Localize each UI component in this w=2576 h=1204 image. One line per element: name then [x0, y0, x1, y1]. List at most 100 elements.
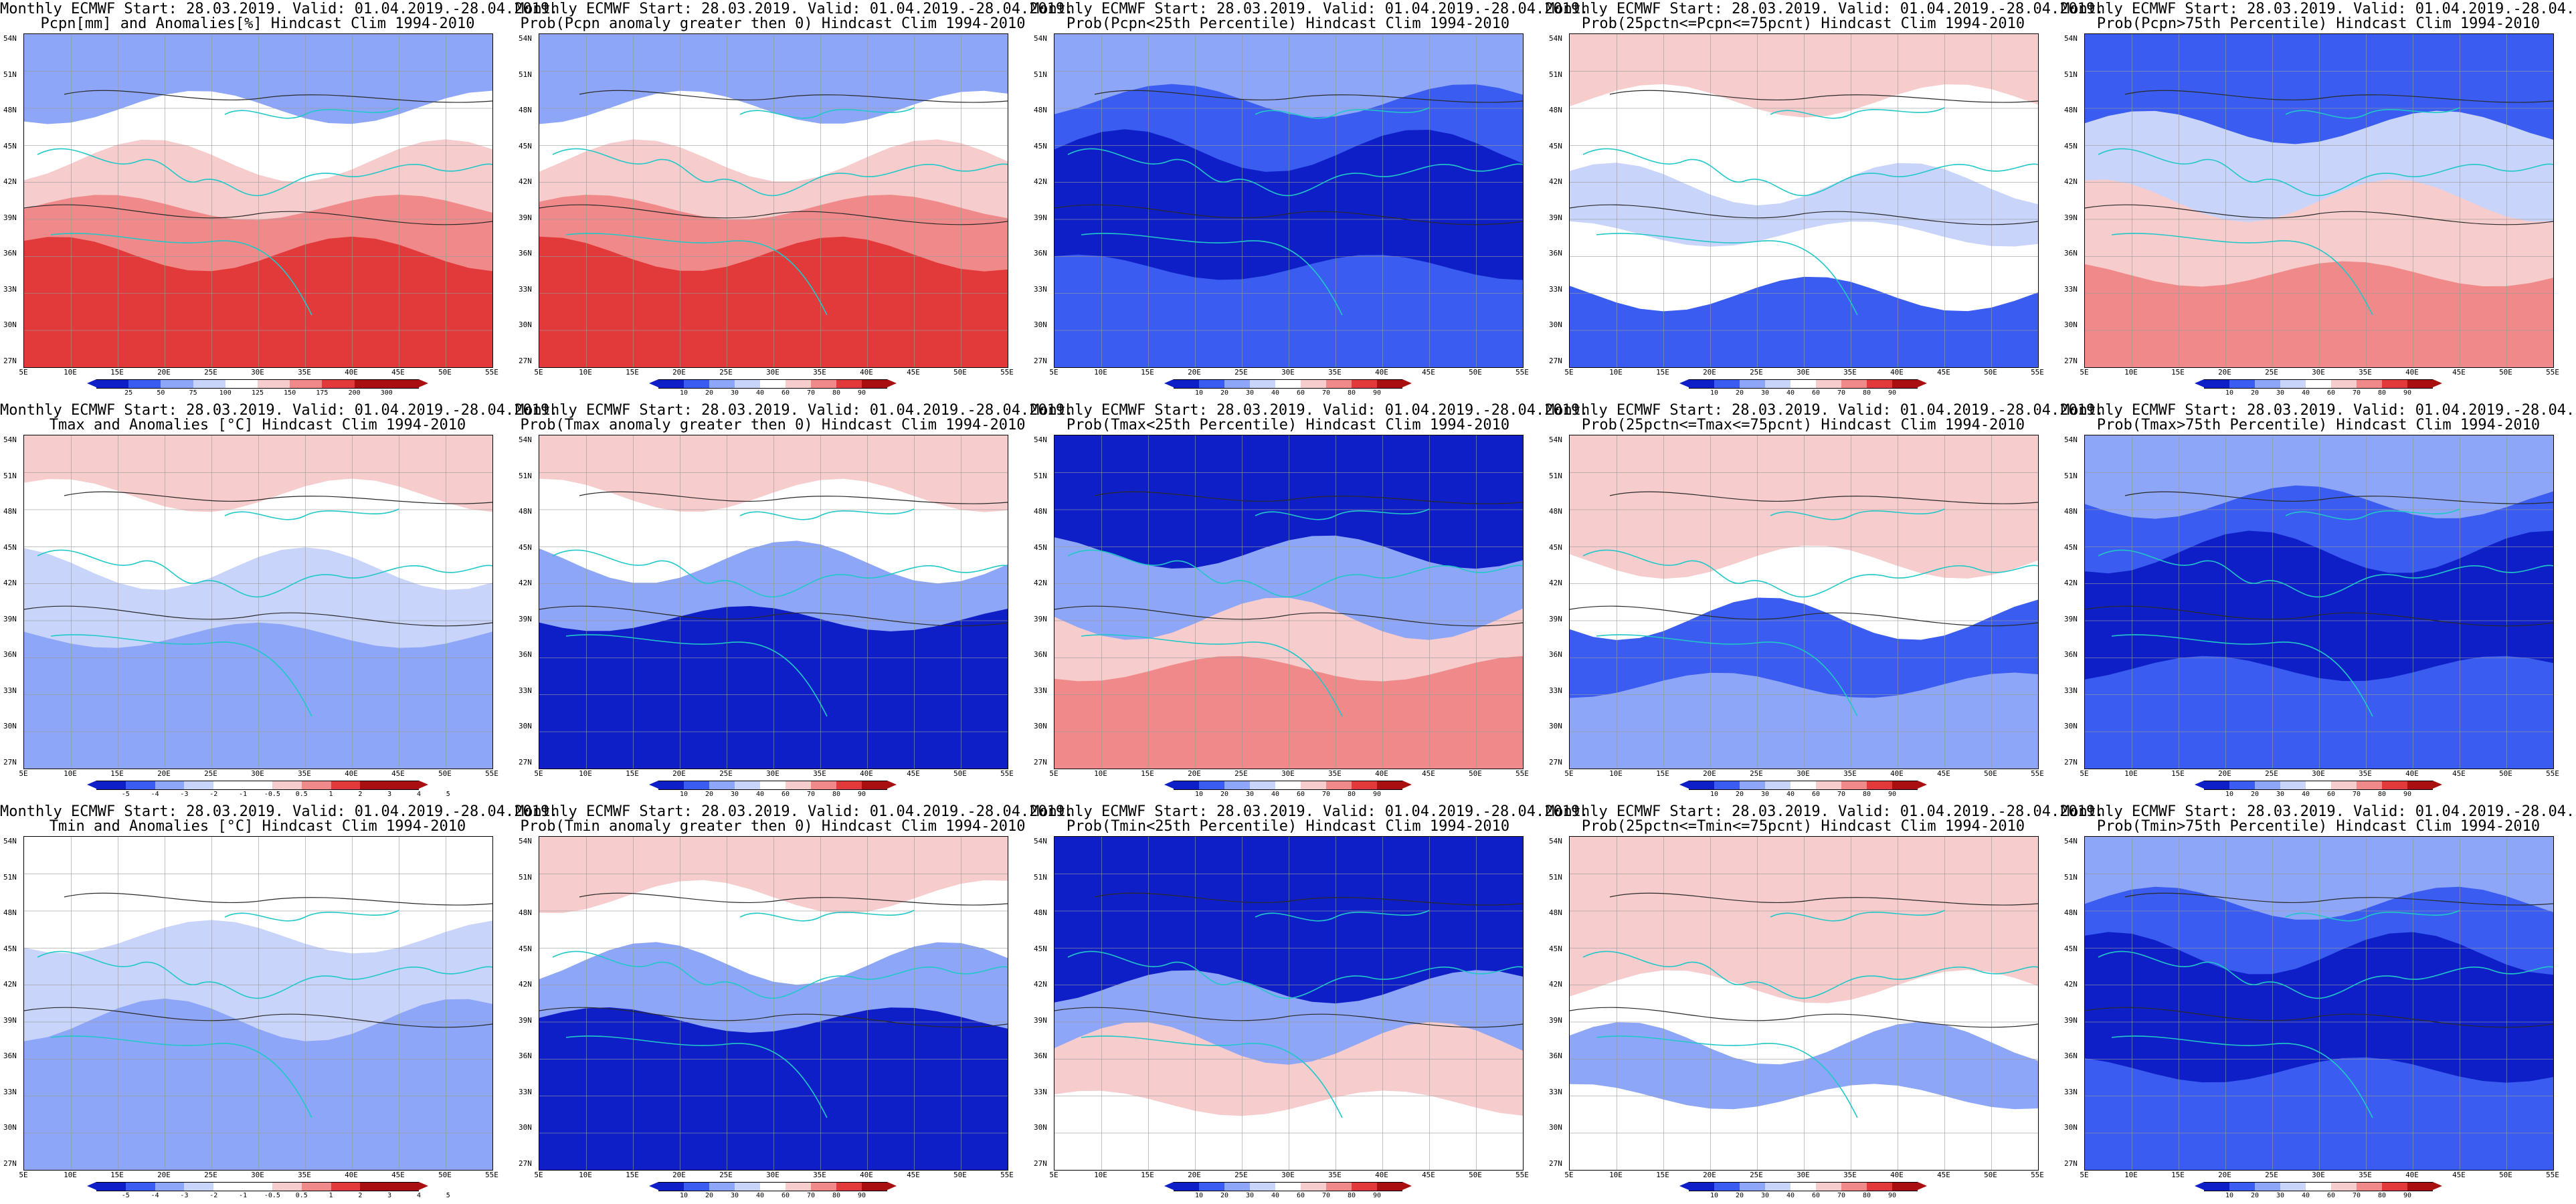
latitude-label: 33N [2064, 1087, 2078, 1096]
longitude-label: 20E [1188, 1171, 1201, 1179]
meridian-line [820, 837, 821, 1170]
colorbar-segment [225, 379, 258, 389]
longitude-label: 50E [2499, 1171, 2512, 1179]
longitude-label: 50E [1469, 368, 1482, 377]
latitude-label: 45N [2064, 542, 2078, 552]
colorbar-label: 60 [781, 791, 790, 798]
colorbar-label: -1 [239, 1192, 248, 1199]
colorbar-segment [1790, 1182, 1816, 1191]
colorbar-max-arrow [887, 1182, 897, 1190]
longitude-label: 40E [1890, 1171, 1904, 1179]
map-plot [1054, 33, 1524, 368]
parallel-line [539, 1059, 1008, 1060]
map-plot [1054, 435, 1524, 769]
longitude-label: 30E [766, 769, 779, 778]
colorbar-label: 80 [1862, 389, 1871, 397]
colorbar-segment [786, 781, 811, 790]
colorbar-label: 10 [1194, 1192, 1204, 1199]
longitude-label: 30E [1797, 1171, 1810, 1179]
latitude-label: 27N [1549, 357, 1562, 365]
colorbar [2195, 1182, 2442, 1191]
parallel-line [24, 256, 492, 257]
colorbar-segment [193, 379, 225, 389]
longitude-label: 15E [1141, 1171, 1154, 1179]
longitude-label: 5E [534, 769, 543, 778]
colorbar-label: 80 [1862, 1192, 1871, 1199]
latitude-label: 51N [1034, 70, 1047, 79]
longitude-label: 30E [2312, 368, 2325, 377]
colorbar-segment [811, 379, 836, 389]
coastline [2098, 910, 2553, 1118]
meridian-line [1476, 34, 1477, 367]
colorbar-label: 80 [2377, 389, 2387, 397]
colorbar-segment [862, 781, 887, 790]
colorbar-segment [258, 379, 290, 389]
longitude-label: 5E [2080, 1171, 2089, 1179]
colorbar-segment [862, 1182, 887, 1191]
latitude-label: 48N [1549, 507, 1562, 516]
coastline [552, 508, 1008, 717]
latitude-label: 51N [2064, 471, 2078, 480]
longitude-label: 45E [1937, 769, 1950, 778]
latitude-label: 42N [519, 579, 532, 588]
colorbar-segment [1174, 379, 1199, 389]
colorbar-label: 10 [2225, 389, 2234, 397]
longitude-label: 15E [1656, 1171, 1669, 1179]
longitude-label: 20E [1703, 1171, 1716, 1179]
longitude-label: 40E [860, 769, 873, 778]
meridian-line [258, 34, 259, 367]
latitude-label: 42N [519, 980, 532, 989]
panel-title-line2: Prob(25pctn<=Tmax<=75pcnt) Hindcast Clim… [1581, 417, 2025, 433]
colorbar-label: 90 [2403, 791, 2412, 798]
colorbar-segment [1689, 781, 1714, 790]
panel-title-line1: Monthly ECMWF Start: 28.03.2019. Valid: … [2061, 402, 2576, 419]
meridian-line [211, 435, 212, 769]
longitude-label: 40E [345, 1171, 358, 1179]
colorbar-label: -5 [121, 791, 130, 798]
meridian-line [1991, 435, 1992, 769]
colorbar-segment [1326, 1182, 1352, 1191]
colorbar-label: 30 [1760, 791, 1770, 798]
latitude-label: 33N [3, 1087, 17, 1096]
colorbar-label: 30 [1760, 1192, 1770, 1199]
latitude-label: 45N [1549, 542, 1562, 552]
colorbar-segment [786, 1182, 811, 1191]
colorbar-label: 90 [857, 389, 866, 397]
colorbar-label: 70 [806, 1192, 816, 1199]
coastline [552, 107, 1008, 316]
colorbar-label: 60 [2326, 389, 2336, 397]
latitude-label: 30N [2064, 1123, 2078, 1132]
longitude-label: 30E [1281, 1171, 1295, 1179]
colorbar-segment [360, 781, 390, 790]
meridian-line [2225, 837, 2226, 1170]
panel-title-line1: Monthly ECMWF Start: 28.03.2019. Valid: … [1546, 803, 2104, 820]
longitude-label: 10E [1094, 368, 1107, 377]
longitude-label: 10E [1609, 1171, 1623, 1179]
longitude-label: 40E [1890, 368, 1904, 377]
meridian-line [1476, 837, 1477, 1170]
latitude-label: 39N [1549, 1015, 1562, 1025]
longitude-label: 10E [1609, 769, 1623, 778]
colorbar-max-arrow [1402, 1182, 1412, 1190]
latitude-label: 27N [1034, 758, 1047, 767]
meridian-line [1944, 435, 1945, 769]
meridian-line [1991, 34, 1992, 367]
longitude-label: 55E [485, 1171, 498, 1179]
colorbar-label: 20 [705, 1192, 714, 1199]
contour-line [2085, 90, 2553, 225]
colorbar-segment [2407, 379, 2433, 389]
colorbar-label: 10 [679, 389, 688, 397]
longitude-label: 5E [1049, 368, 1059, 377]
colorbar-segment [389, 1182, 419, 1191]
colorbar-label: 70 [1837, 389, 1846, 397]
meridian-line [1382, 837, 1383, 1170]
meridian-line [1148, 435, 1149, 769]
colorbar-label: 70 [1321, 389, 1331, 397]
parallel-line [2085, 910, 2553, 912]
parallel-line [1570, 694, 2038, 695]
longitude-label: 35E [1843, 769, 1857, 778]
colorbar-label: 70 [1321, 1192, 1331, 1199]
meridian-line [820, 435, 821, 769]
meridian-line [2272, 837, 2273, 1170]
longitude-label: 55E [485, 769, 498, 778]
